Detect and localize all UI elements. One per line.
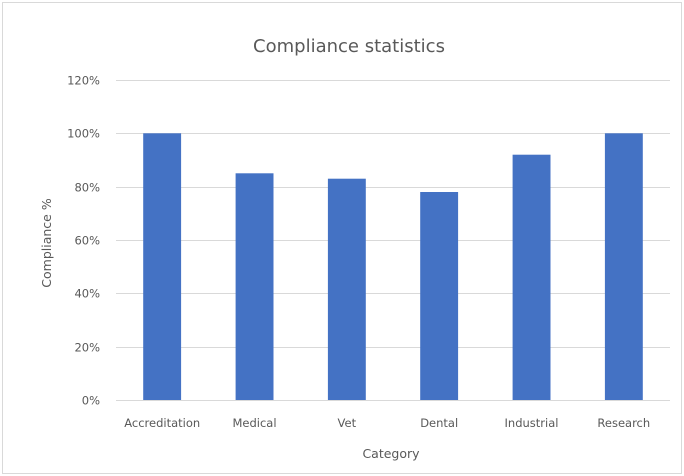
y-axis-ticks: 0% 20% 40% 60% 80% 100% 120% xyxy=(67,74,100,408)
x-tick-label: Accreditation xyxy=(124,416,200,430)
x-tick-label: Research xyxy=(597,416,650,430)
y-tick-label: 20% xyxy=(74,341,100,355)
y-tick-label: 100% xyxy=(67,127,100,141)
chart-title: Compliance statistics xyxy=(253,36,445,57)
gridlines xyxy=(116,80,670,401)
bars xyxy=(143,133,643,401)
x-tick-label: Dental xyxy=(420,416,458,430)
x-tick-label: Industrial xyxy=(505,416,559,430)
bar-dental xyxy=(420,192,459,400)
bar-research xyxy=(604,133,643,401)
x-axis-title: Category xyxy=(362,446,420,461)
y-axis-title: Compliance % xyxy=(39,198,54,288)
bar-accreditation xyxy=(143,133,182,401)
bar-vet xyxy=(327,178,366,400)
y-tick-label: 0% xyxy=(82,394,100,408)
bar-medical xyxy=(235,173,274,400)
y-tick-label: 40% xyxy=(74,287,100,301)
y-tick-label: 120% xyxy=(67,74,100,88)
bar-industrial xyxy=(512,154,551,400)
x-axis-ticks: Accreditation Medical Vet Dental Industrial R… xyxy=(124,416,650,430)
y-tick-label: 60% xyxy=(74,234,100,248)
x-tick-label: Vet xyxy=(338,416,357,430)
bar-chart: Compliance statistics 0% 20% 40% 60% 80% 100%… xyxy=(39,36,670,461)
y-tick-label: 80% xyxy=(74,181,100,195)
x-tick-label: Medical xyxy=(232,416,276,430)
